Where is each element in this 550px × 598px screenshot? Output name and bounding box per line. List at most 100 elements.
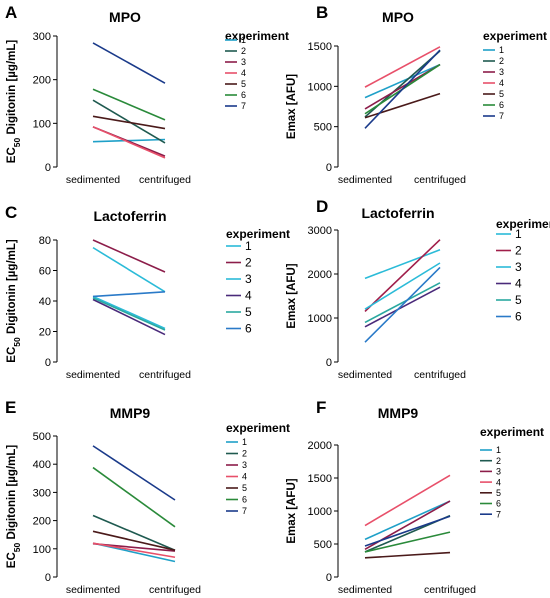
series-line-1 — [92, 246, 166, 293]
legend-label: 6 — [241, 90, 246, 100]
legend-title: experiment — [226, 227, 290, 241]
legend-label: 5 — [515, 293, 522, 307]
y-tick-label: 0 — [326, 357, 332, 369]
legend-label: 3 — [245, 272, 252, 286]
legend-label: 2 — [245, 256, 252, 270]
chart-panel-c: C Lactoferrin 0 20 40 60 80 EC50 Digitonin [µg/… — [5, 203, 290, 381]
y-axis-label-main: EC — [6, 347, 18, 363]
series-line-5 — [364, 282, 441, 324]
legend-label: 1 — [242, 437, 247, 447]
series-line-7 — [364, 49, 441, 129]
x-tick-label: sedimented — [66, 584, 120, 596]
series-line-2 — [92, 239, 166, 273]
panel-label: F — [316, 398, 326, 417]
series-line-4 — [92, 126, 166, 159]
x-tick-label: centrifuged — [139, 174, 191, 186]
y-tick-label: 1500 — [308, 473, 332, 485]
series-line-3 — [92, 295, 166, 330]
series-line-4 — [92, 542, 176, 559]
y-axis-label-rest: Digitonin [µg/mL] — [6, 445, 18, 543]
y-axis-label-main: EC — [6, 552, 18, 568]
series-line-4 — [364, 286, 441, 328]
y-axis-label-sub: 50 — [12, 542, 22, 552]
legend-title: experiment — [225, 29, 289, 43]
y-tick-label: 1000 — [308, 506, 332, 518]
chart-panel-f: F MMP9 0 500 1000 1500 2000 Emax [AFU] sedimente… — [286, 398, 544, 596]
y-tick-label: 0 — [45, 162, 51, 174]
y-axis-label-rest: Digitonin [µg/mL] — [6, 40, 18, 138]
series-line-6 — [92, 88, 166, 121]
panel-label: E — [5, 398, 16, 417]
legend-label: 6 — [245, 322, 252, 336]
chart-panel-d: D Lactoferrin 0 1000 2000 3000 Emax [AFU] sedim… — [286, 197, 550, 381]
y-tick-label: 100 — [33, 118, 51, 130]
chart-title: MPO — [109, 9, 141, 25]
y-axis-label: EC50 Digitonin [µg/mL] — [6, 445, 22, 569]
legend-label: 4 — [499, 78, 504, 88]
x-tick-label: sedimented — [66, 174, 120, 186]
legend-label: 1 — [496, 445, 501, 455]
x-tick-label: sedimented — [338, 584, 392, 596]
y-axis-label-rest: Digitonin [µg/mL] — [6, 239, 18, 337]
y-axis-label: Emax [AFU] — [286, 74, 298, 139]
legend-label: 3 — [241, 57, 246, 67]
series-line-1 — [92, 138, 166, 143]
legend-label: 4 — [245, 289, 252, 303]
legend-label: 5 — [245, 305, 252, 319]
series-line-1 — [364, 249, 441, 280]
series-line-5 — [364, 92, 441, 119]
legend-label: 7 — [499, 111, 504, 121]
y-axis-label-sub: 50 — [12, 137, 22, 147]
legend-label: 7 — [496, 509, 501, 519]
series-line-5 — [92, 115, 166, 130]
y-tick-label: 80 — [39, 235, 51, 247]
legend-label: 2 — [499, 56, 504, 66]
legend-label: 3 — [499, 67, 504, 77]
legend-label: 5 — [242, 483, 247, 493]
legend-label: 1 — [515, 227, 522, 241]
legend-label: 1 — [245, 239, 252, 253]
series-line-6 — [364, 531, 451, 553]
legend-label: 6 — [515, 310, 522, 324]
y-axis-label-main: EC — [6, 147, 18, 163]
panel-label: D — [316, 197, 328, 216]
x-tick-label: centrifuged — [414, 369, 466, 381]
legend-label: 2 — [515, 244, 522, 258]
series-line-2 — [364, 239, 441, 312]
legend-label: 5 — [496, 488, 501, 498]
legend-label: 2 — [242, 449, 247, 459]
panel-label: B — [316, 3, 328, 22]
series-line-5 — [92, 530, 176, 551]
y-tick-label: 500 — [33, 431, 51, 443]
y-tick-label: 2000 — [308, 269, 332, 281]
y-tick-label: 500 — [314, 122, 332, 134]
y-tick-label: 200 — [33, 75, 51, 87]
x-tick-label: sedimented — [338, 369, 392, 381]
legend-title: experiment — [480, 425, 544, 439]
panel-label: C — [5, 203, 17, 222]
x-tick-label: sedimented — [338, 174, 392, 186]
legend-label: 3 — [515, 260, 522, 274]
y-tick-label: 2000 — [308, 440, 332, 452]
legend-label: 6 — [242, 495, 247, 505]
legend-label: 1 — [499, 45, 504, 55]
legend-label: 2 — [496, 456, 501, 466]
series-line-1 — [364, 500, 451, 541]
legend-title: experiment — [496, 217, 550, 231]
chart-title: MPO — [382, 9, 414, 25]
legend-label: 4 — [515, 277, 522, 291]
y-tick-label: 200 — [33, 516, 51, 528]
y-tick-label: 1500 — [308, 41, 332, 53]
series-line-7 — [92, 445, 176, 501]
series-line-6 — [92, 291, 166, 298]
y-tick-label: 300 — [33, 31, 51, 43]
legend-label: 6 — [496, 499, 501, 509]
chart-title: MMP9 — [378, 405, 419, 421]
legend-label: 2 — [241, 46, 246, 56]
x-tick-label: centrifuged — [139, 369, 191, 381]
chart-title: Lactoferrin — [93, 208, 166, 224]
y-tick-label: 1000 — [308, 313, 332, 325]
